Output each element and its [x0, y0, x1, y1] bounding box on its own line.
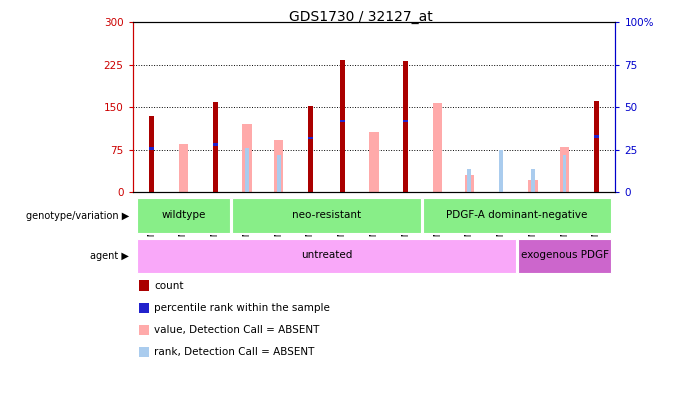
Bar [308, 106, 313, 192]
Bar [518, 239, 611, 273]
Bar [560, 147, 569, 192]
Text: genotype/variation ▶: genotype/variation ▶ [26, 211, 129, 221]
Bar [369, 132, 379, 192]
Bar [528, 180, 538, 192]
Text: untreated: untreated [301, 250, 352, 260]
Text: rank, Detection Call = ABSENT: rank, Detection Call = ABSENT [154, 347, 315, 357]
Bar [340, 60, 345, 192]
Bar [179, 144, 188, 192]
Bar [340, 119, 345, 122]
Bar [562, 155, 566, 192]
Bar [403, 119, 408, 122]
Bar [277, 155, 281, 192]
Bar [274, 140, 284, 192]
Bar [149, 116, 154, 192]
Bar [213, 143, 218, 146]
Bar [403, 61, 408, 192]
Text: agent ▶: agent ▶ [90, 251, 129, 261]
Bar [499, 150, 503, 192]
Text: value, Detection Call = ABSENT: value, Detection Call = ABSENT [154, 325, 320, 335]
Bar [245, 148, 249, 192]
Text: count: count [154, 281, 184, 290]
Text: wildtype: wildtype [161, 210, 205, 220]
Bar [340, 150, 344, 192]
Bar [594, 100, 599, 192]
Bar [531, 168, 534, 192]
Bar [242, 124, 252, 192]
Bar [594, 135, 599, 138]
Text: PDGF-A dominant-negative: PDGF-A dominant-negative [446, 210, 588, 220]
Bar [213, 102, 218, 192]
Bar [467, 168, 471, 192]
Bar [308, 136, 313, 139]
Bar [422, 198, 611, 233]
Bar [137, 239, 516, 273]
Text: neo-resistant: neo-resistant [292, 210, 361, 220]
Bar [432, 103, 442, 192]
Text: GDS1730 / 32127_at: GDS1730 / 32127_at [288, 10, 432, 24]
Bar [464, 175, 474, 192]
Bar [137, 198, 230, 233]
Bar [149, 147, 154, 149]
Text: percentile rank within the sample: percentile rank within the sample [154, 303, 330, 313]
Bar [232, 198, 421, 233]
Text: exogenous PDGF: exogenous PDGF [521, 250, 609, 260]
